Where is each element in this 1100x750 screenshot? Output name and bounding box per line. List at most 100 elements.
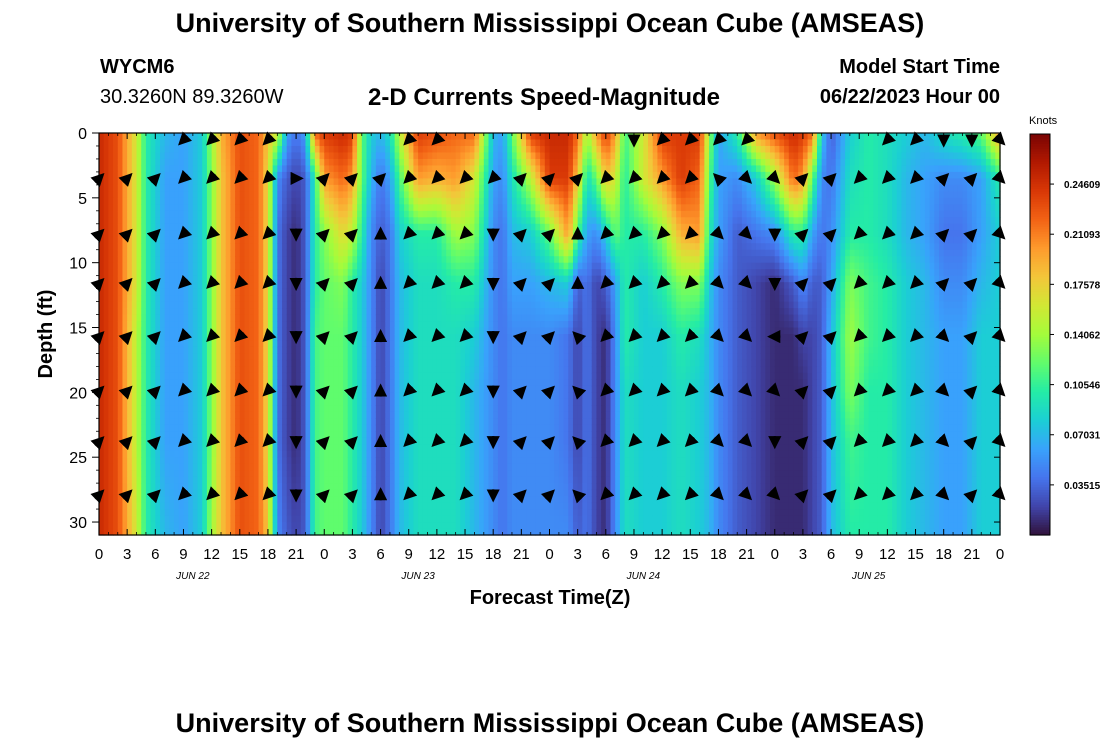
heatmap-cell — [469, 321, 476, 329]
heatmap-cell — [99, 528, 105, 536]
heatmap-cell — [211, 197, 217, 205]
heatmap-cell — [127, 223, 133, 231]
heatmap-cell — [399, 334, 405, 342]
heatmap-cell — [343, 457, 349, 465]
heatmap-cell — [169, 178, 175, 186]
heatmap-cell — [450, 321, 457, 329]
heatmap-cell — [174, 230, 180, 238]
heatmap-cell — [286, 379, 292, 387]
heatmap-cell — [446, 184, 452, 192]
heatmap-cell — [338, 139, 344, 147]
heatmap-cell — [169, 359, 175, 368]
heatmap-cell — [314, 236, 321, 244]
heatmap-cell — [310, 133, 316, 141]
heatmap-cell — [103, 392, 109, 400]
heatmap-cell — [399, 502, 405, 510]
heatmap-cell — [216, 236, 222, 244]
heatmap-cell — [277, 522, 283, 530]
heatmap-cell — [160, 327, 166, 335]
heatmap-cell — [460, 509, 466, 517]
heatmap-cell — [465, 463, 471, 471]
heatmap-cell — [352, 139, 358, 147]
heatmap-cell — [258, 314, 264, 322]
heatmap-cell — [188, 489, 194, 497]
heatmap-cell — [432, 158, 438, 167]
heatmap-cell — [310, 470, 316, 478]
heatmap-cell — [333, 483, 339, 491]
heatmap-cell — [441, 483, 447, 491]
heatmap-cell — [394, 204, 400, 212]
heatmap-cell — [221, 522, 227, 530]
heatmap-cell — [474, 204, 480, 212]
heatmap-cell — [122, 502, 128, 510]
heatmap-cell — [113, 366, 119, 374]
heatmap-cell — [286, 405, 292, 413]
heatmap-cell — [450, 502, 457, 510]
heatmap-cell — [446, 444, 452, 452]
heatmap-cell — [192, 321, 199, 329]
heatmap-cell — [174, 457, 180, 465]
heatmap-cell — [469, 418, 476, 426]
heatmap-cell — [380, 249, 386, 257]
heatmap-cell — [474, 197, 480, 205]
heatmap-cell — [225, 437, 231, 445]
heatmap-cell — [380, 340, 386, 348]
heatmap-cell — [296, 463, 302, 471]
heatmap-cell — [296, 346, 302, 355]
heatmap-cell — [235, 197, 241, 205]
heatmap-cell — [211, 204, 217, 212]
heatmap-cell — [282, 444, 288, 452]
heatmap-cell — [314, 288, 321, 296]
heatmap-cell — [450, 288, 457, 296]
heatmap-cell — [263, 262, 269, 270]
heatmap-cell — [371, 145, 377, 154]
heatmap-cell — [131, 145, 138, 154]
heatmap-cell — [225, 444, 231, 452]
heatmap-cell — [235, 145, 241, 154]
heatmap-cell — [455, 457, 461, 465]
heatmap-cell — [300, 450, 307, 458]
heatmap-cell — [267, 295, 274, 303]
heatmap-cell — [319, 431, 325, 439]
heatmap-cell — [441, 366, 447, 374]
heatmap-cell — [418, 463, 424, 471]
heatmap-cell — [117, 256, 124, 264]
heatmap-cell — [174, 197, 180, 205]
heatmap-cell — [174, 282, 180, 290]
heatmap-cell — [343, 152, 349, 160]
heatmap-cell — [366, 450, 372, 458]
heatmap-cell — [258, 457, 264, 465]
heatmap-cell — [399, 385, 405, 393]
heatmap-cell — [343, 145, 349, 154]
heatmap-cell — [192, 483, 199, 491]
heatmap-cell — [305, 184, 311, 192]
heatmap-cell — [450, 509, 457, 517]
heatmap-cell — [465, 249, 471, 257]
heatmap-cell — [127, 321, 133, 329]
heatmap-cell — [404, 152, 410, 160]
heatmap-cell — [347, 133, 353, 141]
heatmap-cell — [108, 327, 114, 335]
heatmap-cell — [267, 340, 274, 348]
heatmap-cell — [145, 184, 152, 192]
heatmap-cell — [418, 515, 424, 523]
heatmap-cell — [361, 489, 368, 497]
heatmap-cell — [253, 496, 260, 504]
heatmap-cell — [145, 295, 152, 303]
heatmap-cell — [286, 321, 292, 329]
heatmap-cell — [380, 346, 386, 355]
heatmap-cell — [427, 288, 433, 296]
heatmap-cell — [206, 308, 213, 316]
heatmap-cell — [338, 340, 344, 348]
heatmap-cell — [404, 269, 410, 277]
heatmap-cell — [465, 528, 471, 536]
heatmap-cell — [474, 230, 480, 238]
heatmap-cell — [164, 321, 170, 329]
heatmap-cell — [385, 282, 391, 290]
heatmap-cell — [465, 301, 471, 309]
heatmap-cell — [131, 431, 138, 439]
heatmap-cell — [108, 372, 114, 380]
heatmap-cell — [413, 223, 419, 231]
heatmap-cell — [305, 191, 311, 199]
heatmap-cell — [371, 372, 377, 380]
